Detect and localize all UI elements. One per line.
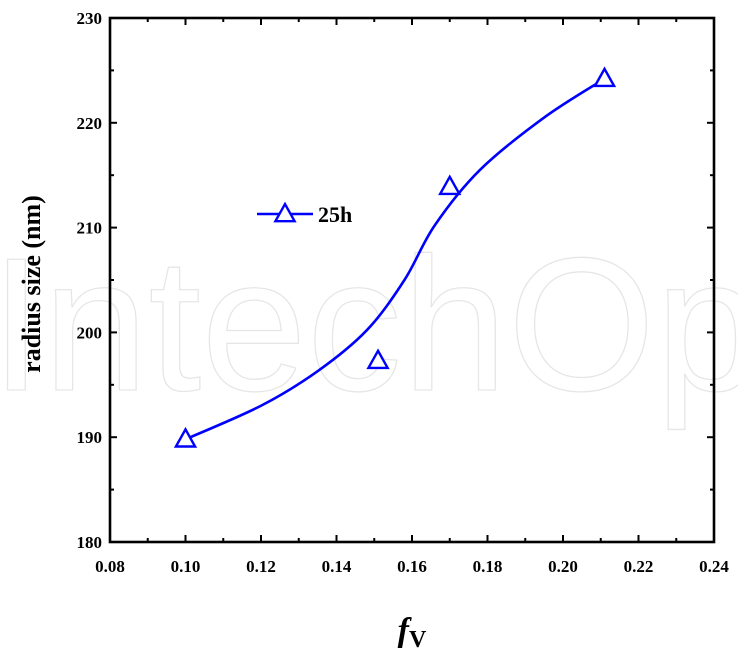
data-point-marker — [366, 348, 390, 370]
y-axis-title: radius size (nm) — [17, 195, 46, 373]
x-tick-label: 0.18 — [473, 557, 503, 576]
x-tick-label: 0.10 — [171, 557, 201, 576]
y-tick-label: 230 — [77, 9, 103, 28]
x-tick-label: 0.22 — [624, 557, 654, 576]
y-tick-label: 220 — [77, 114, 103, 133]
data-point-marker — [438, 174, 462, 196]
legend-label: 25h — [318, 202, 352, 227]
x-tick-label: 0.20 — [548, 557, 578, 576]
y-tick-label: 210 — [77, 219, 103, 238]
y-tick-label: 190 — [77, 428, 103, 447]
series-line — [184, 77, 606, 441]
watermark-text: IntechOpen — [0, 219, 738, 431]
y-axis-ticks: 180 190 200 210 220 230 — [77, 9, 714, 552]
data-point-marker — [173, 426, 198, 448]
x-tick-label: 0.16 — [397, 557, 427, 576]
x-axis-title-subscript: V — [409, 627, 427, 651]
legend: 25h — [257, 201, 352, 227]
x-tick-label: 0.08 — [95, 557, 125, 576]
series-layer — [173, 66, 617, 448]
x-axis-title: fV — [398, 612, 427, 651]
x-axis-title-main: f — [398, 612, 413, 649]
data-point-marker — [592, 66, 617, 88]
x-tick-label: 0.14 — [322, 557, 352, 576]
y-tick-label: 180 — [77, 533, 103, 552]
x-tick-label: 0.24 — [699, 557, 729, 576]
y-tick-label: 200 — [77, 323, 103, 342]
x-axis-ticks: 0.08 0.10 0.12 0.14 0.16 0.18 0.20 0.22 0.24 — [95, 18, 729, 576]
legend-marker — [273, 201, 297, 223]
x-tick-label: 0.12 — [246, 557, 276, 576]
